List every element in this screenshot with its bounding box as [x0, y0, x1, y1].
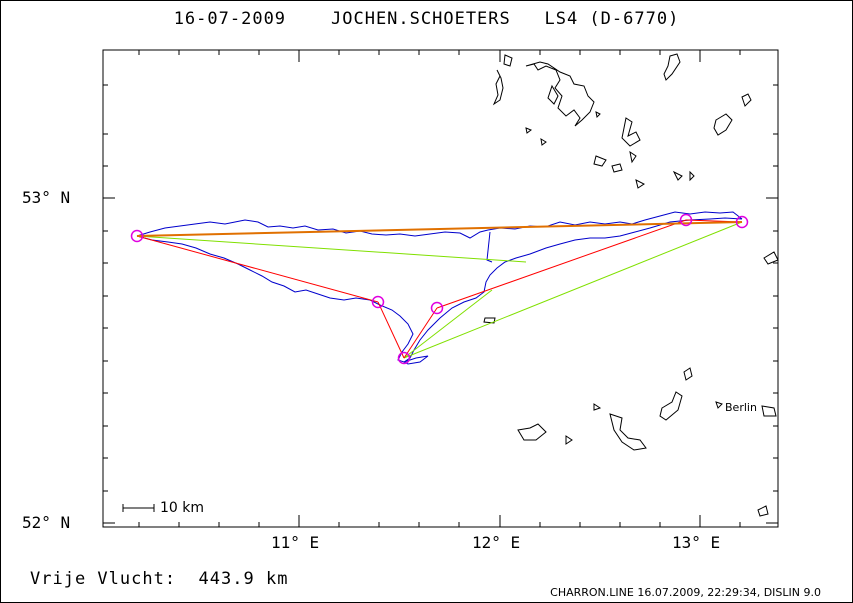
turnpoint-start-icon: [130, 229, 144, 243]
title-pilot: JOCHEN.SCHOETERS: [331, 9, 511, 29]
title-glider: LS4 (D-6770): [544, 9, 680, 29]
flight-distance: 443.9 km: [198, 569, 289, 589]
turnpoint-3-icon: [430, 301, 444, 315]
turnpoint-4-icon: [679, 213, 693, 227]
lakes: [483, 53, 779, 517]
scale-label: 10 km: [160, 500, 205, 516]
flight-summary: Vrije Vlucht: 443.9 km: [30, 569, 288, 589]
lat-label-52: 52° N: [22, 513, 71, 532]
city-label: Berlin: [725, 401, 757, 414]
turnpoint-1-icon: [371, 295, 385, 309]
flight-title: 16-07-2009 JOCHEN.SCHOETERS LS4 (D-6770): [0, 9, 853, 29]
task-legs: [136, 219, 743, 359]
software-info: CHARRON.LINE 16.07.2009, 22:29:34, DISLI…: [550, 586, 821, 599]
turnpoint-2-icon: [397, 351, 411, 365]
ticks: [103, 50, 778, 527]
closing-leg: [136, 221, 743, 237]
lon-label-12: 12° E: [472, 533, 521, 552]
flight-type: Vrije Vlucht:: [30, 569, 177, 589]
turnpoint-5-icon: [735, 215, 749, 229]
lon-label-13: 13° E: [672, 533, 721, 552]
lon-label-11: 11° E: [271, 533, 320, 552]
map-border: [102, 49, 779, 528]
scale-bar: [122, 504, 155, 512]
lat-label-53: 53° N: [22, 188, 71, 207]
alternate-legs: [136, 221, 743, 359]
flight-track: [136, 211, 743, 365]
title-date: 16-07-2009: [173, 9, 287, 29]
turnpoints: [130, 213, 749, 365]
